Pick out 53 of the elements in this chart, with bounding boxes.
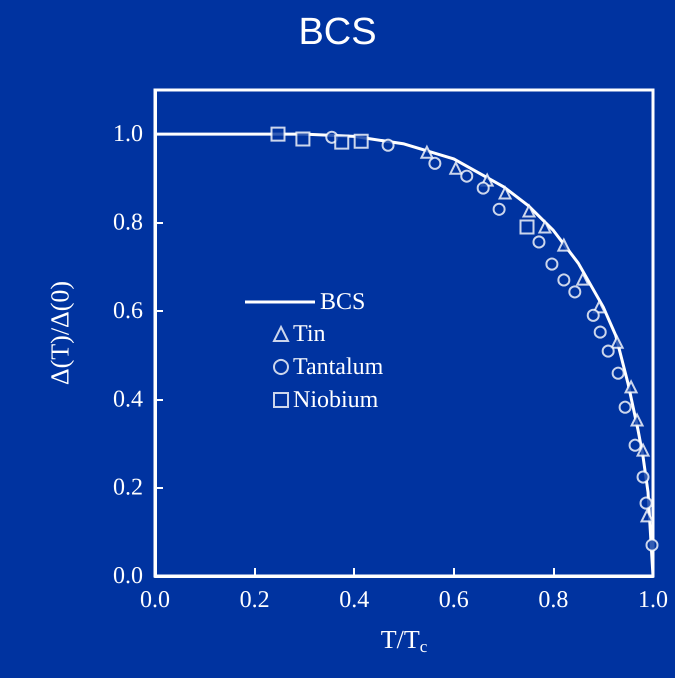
legend-label: BCS [320, 289, 366, 315]
y-axis-title: Δ(T)/Δ(0) [46, 280, 74, 386]
point [612, 366, 625, 380]
y-tick-label: 0.8 [113, 210, 143, 236]
point [586, 308, 600, 322]
point [640, 509, 654, 522]
point [295, 132, 310, 147]
x-tick-label: 0.0 [140, 587, 170, 613]
point [532, 235, 546, 248]
y-tick-label: 0.2 [113, 474, 143, 501]
x-tick-label: 1.0 [638, 587, 668, 613]
point [636, 470, 650, 484]
x-tick-label: 0.4 [339, 587, 370, 613]
x-tick-label: 0.2 [240, 587, 270, 613]
point [628, 438, 642, 452]
point [610, 336, 624, 349]
y-tick-label: 0.4 [113, 386, 143, 412]
point [354, 134, 369, 149]
legend-label: Tantalum [293, 354, 384, 380]
point [520, 219, 535, 234]
legend-label: Tin [293, 321, 326, 347]
point [270, 126, 286, 142]
point [630, 414, 644, 427]
point [498, 186, 512, 200]
x-tick-label: 0.8 [538, 587, 568, 613]
chart-title: BCS [298, 11, 377, 53]
point [646, 538, 659, 552]
point [522, 204, 536, 218]
point [460, 170, 474, 183]
point [624, 380, 638, 394]
point [636, 444, 650, 457]
point [334, 134, 350, 150]
y-tick-label: 0.0 [113, 563, 143, 589]
point [618, 400, 632, 414]
point [576, 272, 590, 286]
point [602, 344, 615, 358]
legend-label: Niobium [293, 387, 379, 413]
point [382, 138, 395, 152]
point [557, 238, 570, 252]
point [640, 496, 653, 510]
point [492, 202, 506, 216]
point [420, 146, 434, 159]
point [545, 258, 558, 271]
y-tick-label: 1.0 [113, 121, 143, 148]
point [538, 220, 552, 234]
point [476, 182, 490, 195]
point [428, 156, 442, 170]
point [557, 273, 570, 286]
point [594, 326, 607, 339]
point [449, 162, 462, 175]
x-tick-label: 0.6 [438, 587, 469, 613]
point [568, 285, 582, 298]
y-tick-label: 0.6 [113, 298, 143, 324]
